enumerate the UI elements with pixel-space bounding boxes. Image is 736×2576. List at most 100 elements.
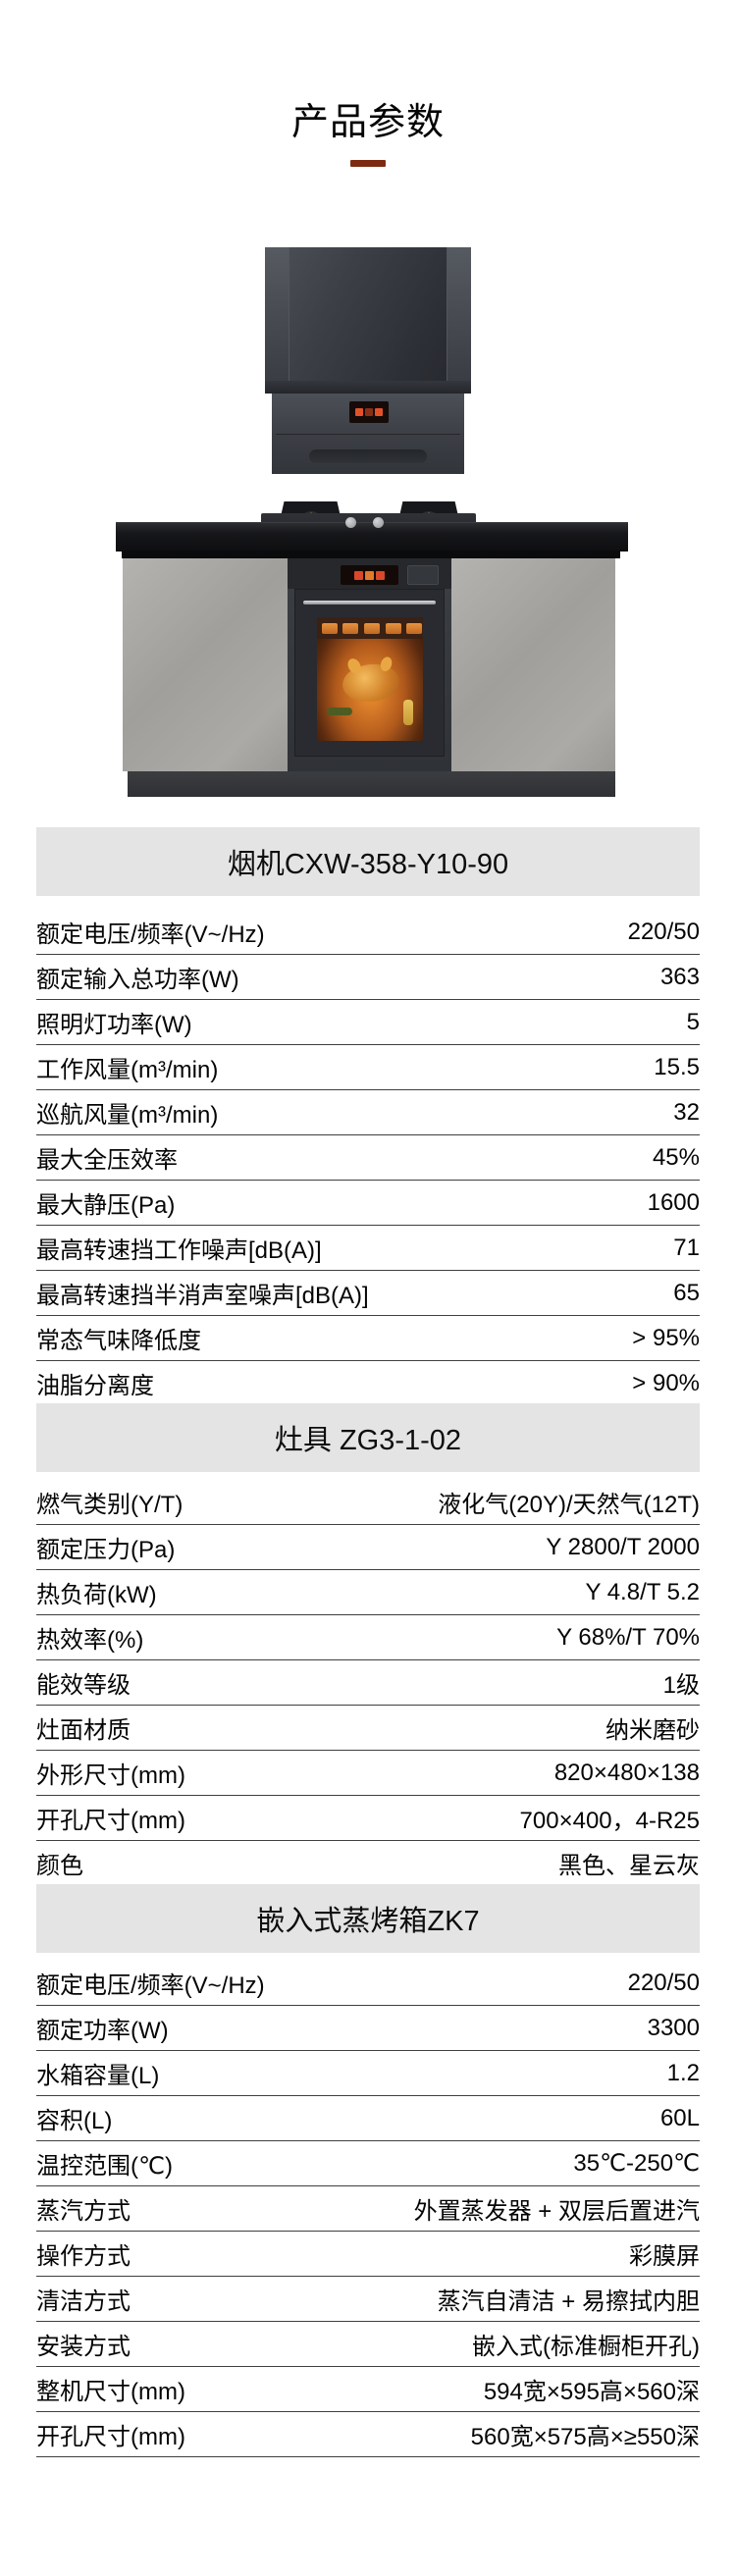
spec-row: 巡航风量(m³/min) 32 <box>36 1090 700 1135</box>
spec-value: 3300 <box>647 2014 700 2041</box>
spec-value: 32 <box>673 1098 700 1126</box>
spec-label: 温控范围(℃) <box>36 2153 173 2180</box>
spec-label: 额定电压/频率(V~/Hz) <box>36 921 265 948</box>
spec-value: 彩膜屏 <box>629 2243 700 2270</box>
spec-label: 额定压力(Pa) <box>36 1537 176 1563</box>
oven-display <box>341 565 398 585</box>
spec-value: 363 <box>659 963 700 990</box>
oven-cabinet-section <box>288 558 451 771</box>
spec-row: 灶面材质 纳米磨砂 <box>36 1706 700 1751</box>
oven-display-segment <box>365 570 374 580</box>
spec-label: 蒸汽方式 <box>36 2198 131 2225</box>
spec-label: 常态气味降低度 <box>36 1328 201 1354</box>
spec-label: 额定电压/频率(V~/Hz) <box>36 1972 265 1999</box>
spec-label: 最高转速挡半消声室噪声[dB(A)] <box>36 1283 369 1309</box>
spec-table-stove: 灶具 ZG3-1-02 燃气类别(Y/T) 液化气(20Y)/天然气(12T) 额定… <box>36 1403 700 1886</box>
spec-row: 颜色 黑色、星云灰 <box>36 1841 700 1886</box>
spec-value: 60L <box>659 2104 700 2131</box>
spec-row: 容积(L) 60L <box>36 2096 700 2141</box>
spec-value: 蒸汽自清洁 + 易擦拭内胆 <box>437 2288 700 2315</box>
spec-value: 65 <box>673 1279 700 1306</box>
spec-row: 安装方式 嵌入式(标准橱柜开孔) <box>36 2322 700 2367</box>
oven-touch-pad <box>407 565 439 585</box>
spec-label: 照明灯功率(W) <box>36 1012 192 1038</box>
spec-value: 15.5 <box>654 1053 700 1080</box>
spec-value: 560宽×575高×≥550深 <box>470 2424 700 2450</box>
spec-row: 最大全压效率 45% <box>36 1135 700 1181</box>
corn-garnish <box>403 700 413 725</box>
oven-window <box>317 617 423 741</box>
range-hood-image <box>265 247 471 474</box>
spec-value: 纳米磨砂 <box>605 1717 700 1744</box>
food-item <box>342 622 359 634</box>
spec-value: Y 4.8/T 5.2 <box>585 1578 700 1605</box>
oven-display-segment <box>354 570 363 580</box>
oven-display-segment <box>376 570 385 580</box>
spec-value: 820×480×138 <box>553 1759 700 1786</box>
spec-value: 700×400，4-R25 <box>519 1808 700 1834</box>
spec-row: 额定电压/频率(V~/Hz) 220/50 <box>36 1961 700 2006</box>
spec-value: 外置蒸发器 + 双层后置进汽 <box>413 2198 700 2225</box>
spec-label: 工作风量(m³/min) <box>36 1057 219 1083</box>
hood-display-segment <box>375 408 383 416</box>
spec-row: 常态气味降低度 > 95% <box>36 1316 700 1361</box>
title-accent-bar <box>350 160 386 167</box>
table-title: 烟机CXW-358-Y10-90 <box>36 827 700 896</box>
spec-value: 71 <box>673 1234 700 1261</box>
spec-row: 能效等级 1级 <box>36 1660 700 1706</box>
spec-row: 工作风量(m³/min) 15.5 <box>36 1045 700 1090</box>
hood-right-panel <box>447 247 471 381</box>
spec-table-hood: 烟机CXW-358-Y10-90 额定电压/频率(V~/Hz) 220/50 额定输… <box>36 827 700 1406</box>
spec-label: 额定输入总功率(W) <box>36 967 239 993</box>
spec-row: 清洁方式 蒸汽自清洁 + 易擦拭内胆 <box>36 2277 700 2322</box>
spec-value: > 95% <box>632 1324 700 1351</box>
spec-row: 开孔尺寸(mm) 560宽×575高×≥550深 <box>36 2412 700 2457</box>
spec-row: 最高转速挡工作噪声[dB(A)] 71 <box>36 1226 700 1271</box>
spec-label: 清洁方式 <box>36 2288 131 2315</box>
spec-label: 巡航风量(m³/min) <box>36 1102 219 1129</box>
food-item <box>363 622 380 634</box>
oven-rack-food <box>317 617 423 639</box>
spec-row: 蒸汽方式 外置蒸发器 + 双层后置进汽 <box>36 2186 700 2232</box>
spec-value: 35℃-250℃ <box>573 2150 700 2177</box>
spec-value: > 90% <box>632 1369 700 1396</box>
food-item <box>406 622 423 634</box>
hood-canopy-bar <box>265 381 471 394</box>
spec-label: 外形尺寸(mm) <box>36 1762 185 1789</box>
hood-control-display <box>349 401 389 423</box>
table-title: 灶具 ZG3-1-02 <box>36 1403 700 1472</box>
spec-row: 开孔尺寸(mm) 700×400，4-R25 <box>36 1796 700 1841</box>
oven-handle <box>303 601 436 605</box>
countertop-shadow <box>122 551 620 558</box>
spec-value: Y 68%/T 70% <box>556 1623 700 1651</box>
spec-row: 额定功率(W) 3300 <box>36 2006 700 2051</box>
spec-label: 油脂分离度 <box>36 1373 154 1399</box>
oven-door <box>294 589 445 757</box>
spec-value: 1.2 <box>666 2059 700 2086</box>
hood-drawer-line <box>276 434 460 435</box>
spec-value: 1600 <box>647 1188 700 1216</box>
spec-row: 操作方式 彩膜屏 <box>36 2232 700 2277</box>
spec-row: 照明灯功率(W) 5 <box>36 1000 700 1045</box>
roast-chicken <box>341 661 401 705</box>
spec-label: 开孔尺寸(mm) <box>36 1808 185 1834</box>
spec-label: 灶面材质 <box>36 1717 131 1744</box>
spec-value: 220/50 <box>627 918 700 945</box>
island-plinth <box>128 771 615 797</box>
oven-control-panel <box>288 558 451 589</box>
spec-value: 1级 <box>662 1672 700 1699</box>
spec-label: 最大静压(Pa) <box>36 1192 176 1219</box>
spec-label: 额定功率(W) <box>36 2018 169 2044</box>
spec-value: 45% <box>652 1143 700 1171</box>
cabinet-door-right <box>451 558 615 771</box>
table-rows: 额定电压/频率(V~/Hz) 220/50 额定输入总功率(W) 363 照明灯功率(W… <box>36 910 700 1406</box>
spec-label: 能效等级 <box>36 1672 131 1699</box>
spec-label: 最大全压效率 <box>36 1147 178 1174</box>
spec-label: 开孔尺寸(mm) <box>36 2424 185 2450</box>
spec-label: 颜色 <box>36 1853 83 1879</box>
spec-row: 温控范围(℃) 35℃-250℃ <box>36 2141 700 2186</box>
spec-row: 最高转速挡半消声室噪声[dB(A)] 65 <box>36 1271 700 1316</box>
spec-row: 额定电压/频率(V~/Hz) 220/50 <box>36 910 700 955</box>
spec-value: 594宽×595高×560深 <box>483 2379 700 2405</box>
